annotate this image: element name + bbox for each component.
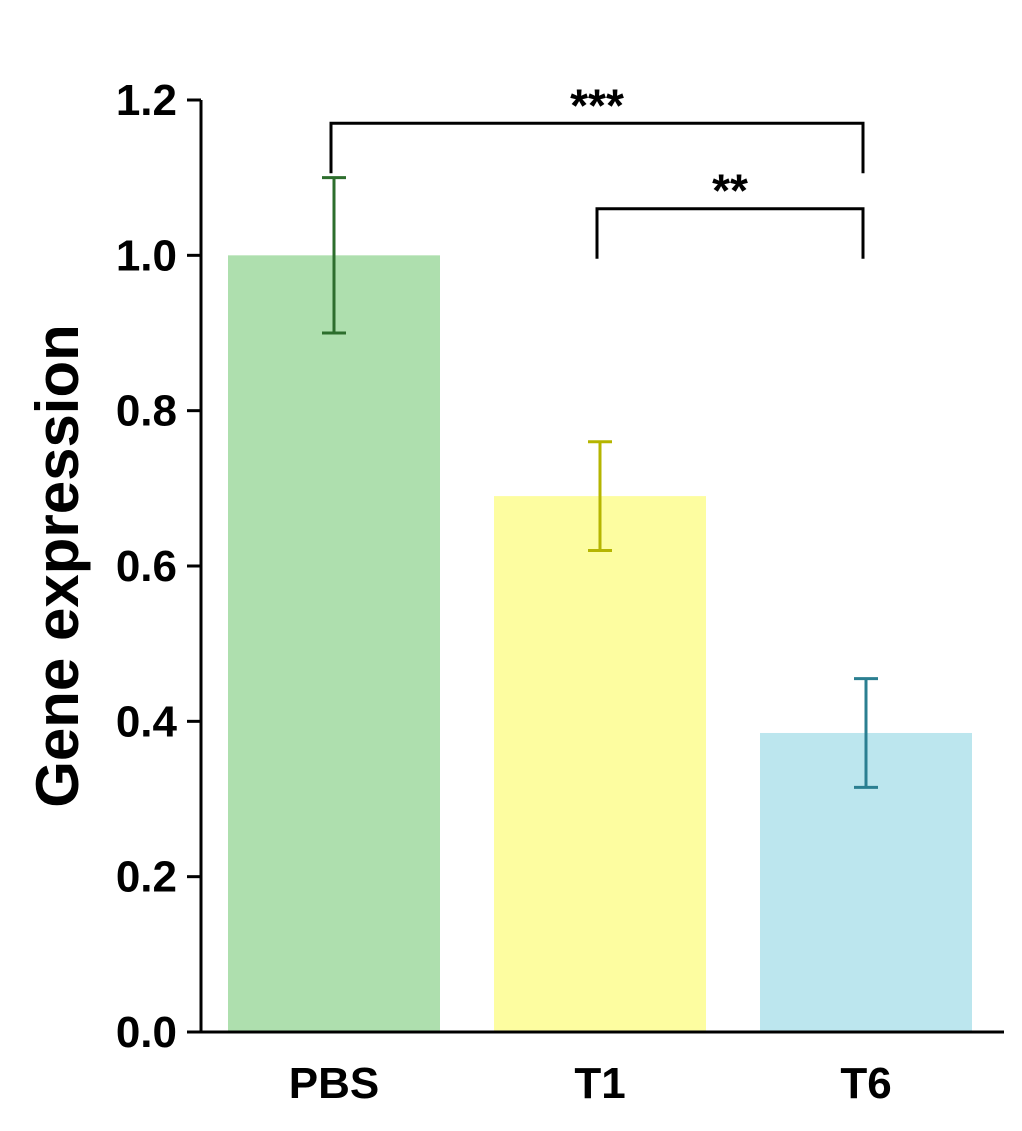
significance-stars: ** (712, 165, 748, 217)
y-tick-label: 0.8 (116, 387, 177, 436)
significance-bracket-t1-t6: ** (595, 165, 865, 259)
y-ticks: 0.0 0.2 0.4 0.6 0.8 1.0 1.2 (116, 76, 201, 1057)
significance-brackets: ***** (329, 79, 865, 259)
bars-layer (228, 255, 972, 1033)
y-tick-label: 1.2 (116, 76, 177, 125)
bracket-line (595, 207, 865, 259)
error-bars-layer (322, 176, 878, 789)
y-tick-label: 1.0 (116, 231, 177, 280)
x-tick-label-t6: T6 (840, 1059, 891, 1108)
bar-pbs (228, 255, 440, 1033)
y-tick-label: 0.6 (116, 542, 177, 591)
x-tick-label-pbs: PBS (289, 1059, 379, 1108)
y-axis-label: Gene expression (24, 324, 91, 808)
y-tick-label: 0.4 (116, 697, 178, 746)
x-ticks: PBS T1 T6 (289, 1059, 892, 1108)
x-tick-label-t1: T1 (574, 1059, 625, 1108)
significance-bracket-pbs-t6: *** (329, 79, 865, 174)
y-tick-label: 0.2 (116, 853, 177, 902)
y-tick-label: 0.0 (116, 1008, 177, 1057)
bracket-line (329, 121, 865, 174)
significance-stars: *** (570, 79, 624, 131)
bar-t1 (494, 496, 706, 1033)
